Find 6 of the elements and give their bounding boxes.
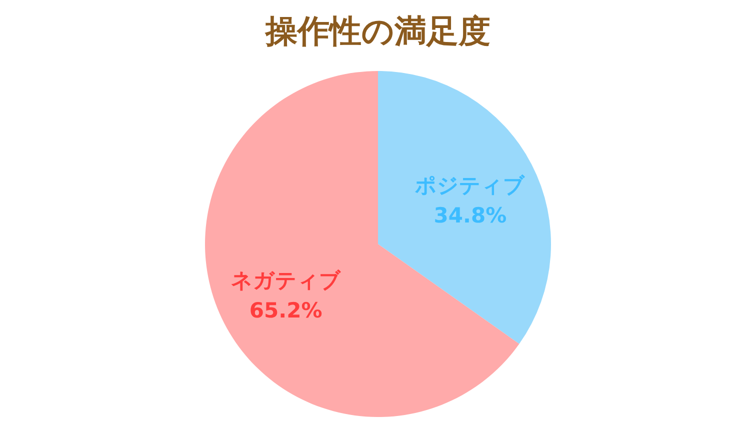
slice-label: ネガティブ bbox=[230, 268, 342, 293]
chart-title: 操作性の満足度 bbox=[264, 12, 490, 50]
pie-slice bbox=[378, 71, 551, 344]
data-label: 34.8% bbox=[434, 203, 507, 228]
data-label: 65.2% bbox=[249, 298, 322, 323]
slice-label: ポジティブ bbox=[414, 173, 526, 198]
